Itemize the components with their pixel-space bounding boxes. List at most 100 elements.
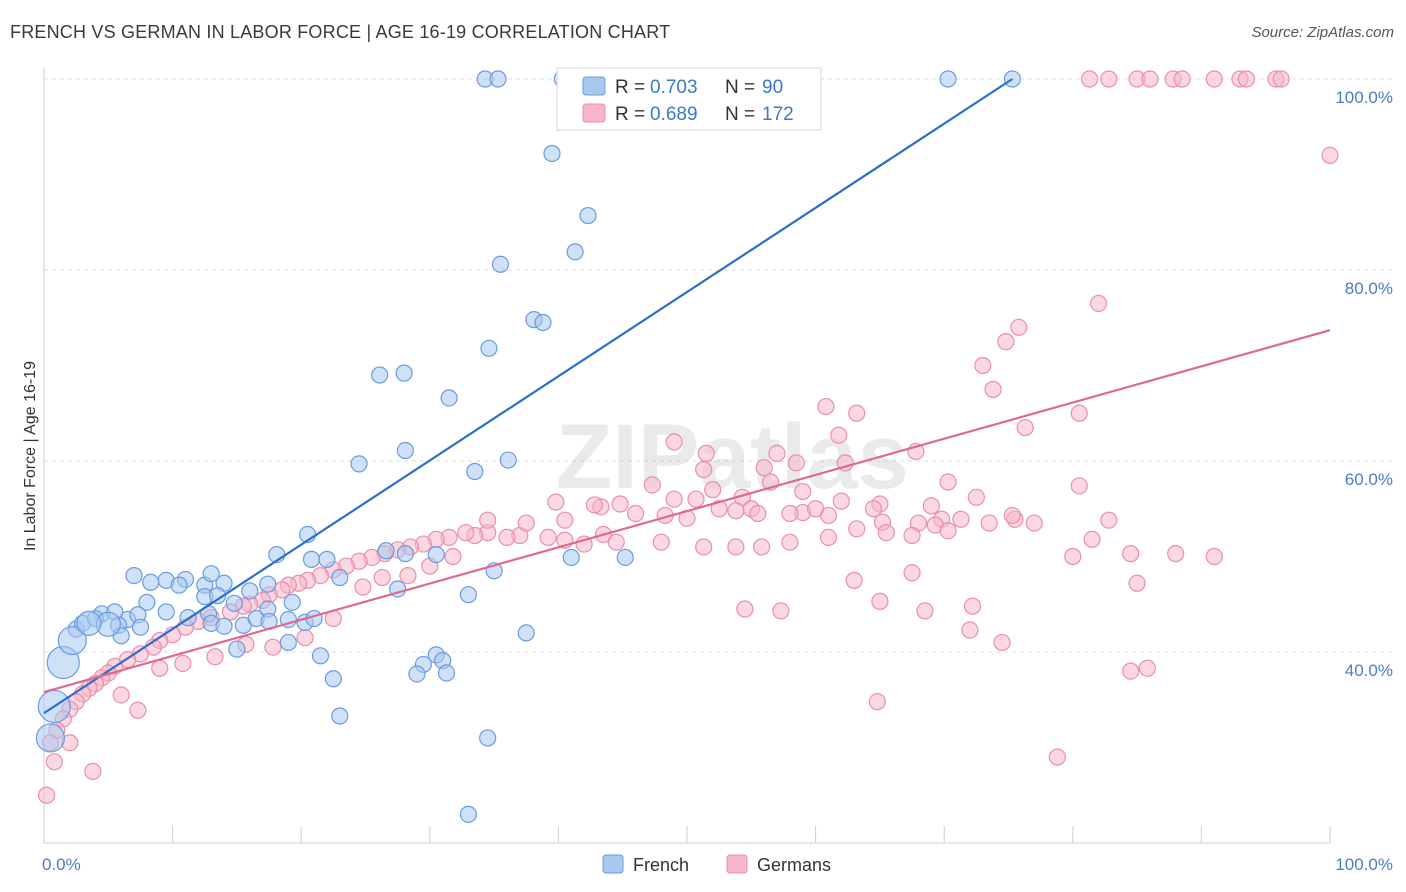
german-point [84, 762, 102, 780]
french-point [459, 586, 477, 604]
french-point [480, 339, 498, 357]
german-point [1122, 545, 1140, 563]
german-point [1070, 404, 1088, 422]
french-point [125, 566, 143, 585]
french-point [517, 624, 535, 642]
german-point [781, 533, 799, 551]
german-point [1048, 748, 1066, 766]
german-point [607, 533, 625, 551]
german-point [710, 500, 728, 518]
german-point [727, 502, 745, 520]
german-point [1128, 574, 1146, 592]
german-point [848, 520, 866, 538]
french-point [396, 441, 414, 460]
german-point [1100, 511, 1118, 529]
french-point [543, 144, 561, 163]
german-point [1010, 318, 1028, 336]
german-point [174, 654, 192, 673]
french-point [479, 729, 497, 747]
german-point [354, 578, 372, 596]
french-point [209, 587, 227, 605]
legend-top: R = 0.703 N = 90 R = 0.689 N = 172 [556, 67, 822, 131]
german-point [264, 638, 282, 656]
french-point [616, 548, 634, 567]
german-point [1016, 418, 1034, 437]
german-point [1138, 659, 1156, 677]
chart-title: FRENCH VS GERMAN IN LABOR FORCE | AGE 16… [10, 22, 671, 42]
legend-bottom-french-swatch [602, 854, 624, 874]
german-point [37, 786, 56, 804]
labels-layer: 40.0% 60.0% 80.0% 100.0% 0.0% 100.0% [42, 88, 1393, 874]
german-point [704, 481, 722, 499]
german-point [1070, 477, 1088, 495]
german-point [1237, 70, 1256, 88]
german-point [916, 602, 934, 620]
german-point [687, 490, 705, 508]
german-point [665, 433, 683, 451]
german-point [479, 511, 497, 529]
french-point [427, 545, 445, 564]
german-point [832, 492, 850, 510]
german-point [129, 701, 147, 719]
german-point [1122, 662, 1140, 680]
german-point [903, 564, 921, 582]
y-tick-label: 60.0% [1345, 470, 1393, 489]
french-point [534, 313, 552, 332]
trend-layer [43, 78, 1331, 715]
german-point [772, 602, 790, 620]
french-trend-line [43, 78, 1013, 715]
german-point [206, 648, 224, 666]
german-point [1205, 70, 1223, 88]
german-point [1003, 506, 1021, 525]
french-point [562, 548, 580, 567]
french-point [215, 617, 233, 635]
french-point [396, 545, 414, 563]
legend-bottom: French Germans [602, 854, 831, 875]
french-point [318, 550, 336, 568]
french-point [499, 451, 517, 469]
y-axis-title: In Labor Force | Age 16-19 [22, 361, 39, 551]
german-point [864, 500, 883, 518]
german-point [749, 504, 767, 523]
german-point [877, 524, 895, 542]
german-point [830, 426, 848, 444]
german-point [373, 568, 391, 587]
german-point [736, 600, 754, 618]
german-point [296, 629, 314, 647]
legend-german-swatch [582, 103, 606, 123]
german-point [695, 538, 713, 556]
legend-french-swatch [582, 76, 606, 96]
german-point [626, 504, 645, 523]
german-point [768, 444, 786, 462]
french-point [157, 603, 175, 621]
german-point [643, 476, 661, 494]
legend-german-n-value: 172 [762, 104, 794, 125]
german-point [974, 356, 992, 375]
french-point [302, 550, 321, 568]
german-point [963, 597, 982, 615]
french-point [491, 255, 510, 273]
german-point [727, 538, 745, 556]
german-point [1025, 514, 1043, 532]
french-point [225, 594, 243, 612]
german-point [498, 528, 516, 547]
german-point [848, 404, 866, 422]
french-point [279, 633, 297, 652]
french-point [459, 805, 477, 823]
y-tick-label: 40.0% [1345, 661, 1393, 680]
french-point [76, 610, 102, 636]
german-point [1141, 70, 1159, 88]
german-point [547, 493, 565, 511]
french-point [579, 206, 597, 225]
chart-source: Source: ZipAtlas.com [1251, 24, 1394, 41]
legend-french-r-label: R = [615, 77, 645, 98]
german-point [695, 460, 713, 479]
german-point [1080, 70, 1099, 88]
french-point [566, 243, 584, 261]
french-point [466, 462, 484, 481]
french-point [440, 389, 458, 407]
french-point [228, 640, 246, 658]
german-point [980, 514, 998, 532]
x-tick-label: 0.0% [42, 855, 81, 874]
